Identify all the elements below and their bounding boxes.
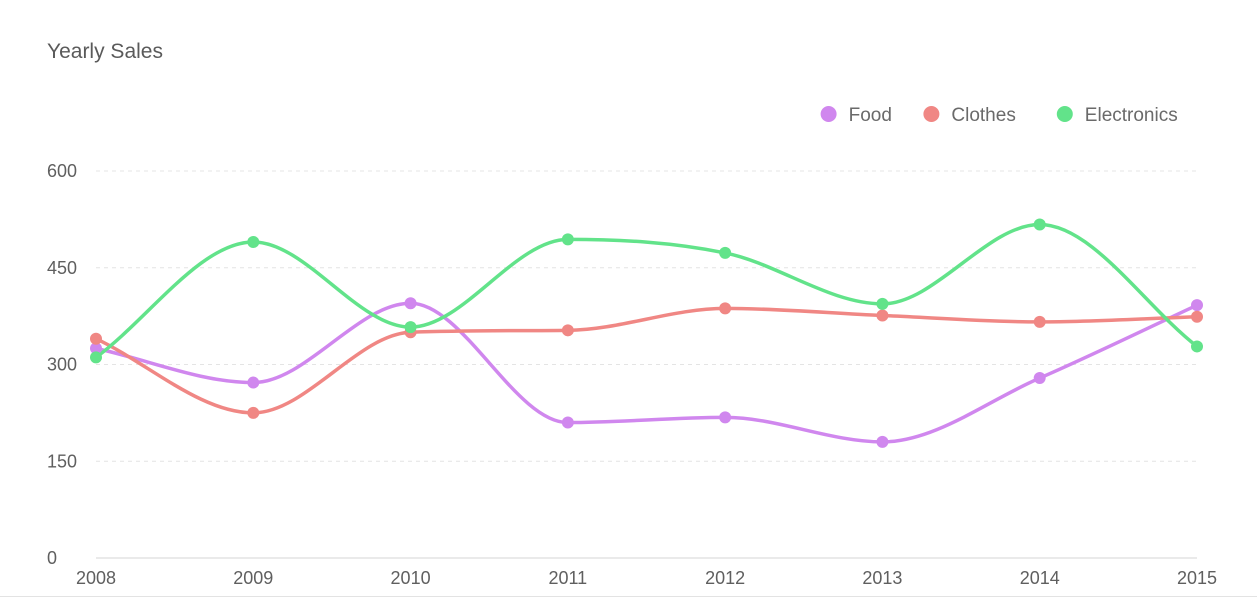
data-point-food[interactable]	[247, 376, 260, 389]
data-point-clothes[interactable]	[1191, 310, 1203, 323]
data-point-food[interactable]	[90, 342, 102, 355]
legend-item-food[interactable]: Food	[820, 105, 892, 126]
series-line-food	[94, 301, 1199, 444]
legend-label: Electronics	[1085, 105, 1178, 126]
data-point-food[interactable]	[404, 297, 417, 310]
data-point-food[interactable]	[1191, 299, 1203, 312]
legend-label: Food	[849, 105, 892, 126]
data-points	[90, 218, 1203, 448]
x-tick-label: 2012	[705, 568, 745, 588]
legend-item-electronics[interactable]: Electronics	[1056, 105, 1178, 126]
series-line-clothes	[94, 306, 1199, 415]
bottom-divider	[0, 596, 1257, 597]
data-point-clothes[interactable]	[247, 406, 260, 419]
x-tick-label: 2011	[548, 568, 587, 588]
y-tick-label: 300	[47, 355, 77, 375]
grid-lines	[96, 170, 1197, 462]
y-tick-label: 450	[47, 258, 77, 278]
x-tick-label: 2013	[862, 568, 902, 588]
data-point-clothes[interactable]	[719, 302, 732, 315]
legend: Food Clothes Electronics	[820, 105, 1178, 126]
y-tick-label: 0	[47, 548, 57, 568]
data-point-food[interactable]	[719, 411, 732, 424]
x-tick-label: 2015	[1177, 568, 1217, 588]
data-point-electronics[interactable]	[1033, 218, 1046, 231]
series-line-electronics	[94, 222, 1199, 360]
data-point-clothes[interactable]	[1033, 315, 1046, 328]
x-tick-label: 2009	[233, 568, 273, 588]
x-tick-label: 2014	[1020, 568, 1060, 588]
data-point-food[interactable]	[876, 435, 889, 448]
data-point-electronics[interactable]	[561, 233, 574, 246]
series-lines	[94, 222, 1199, 444]
x-tick-label: 2010	[391, 568, 431, 588]
chart-title: Yearly Sales	[47, 40, 163, 63]
legend-item-clothes[interactable]: Clothes	[923, 105, 1016, 126]
data-point-electronics[interactable]	[1191, 340, 1203, 353]
legend-marker	[1056, 106, 1073, 122]
data-point-clothes[interactable]	[90, 332, 102, 345]
y-tick-label: 150	[47, 451, 77, 471]
data-point-electronics[interactable]	[876, 297, 889, 310]
legend-marker	[820, 106, 837, 122]
data-point-electronics[interactable]	[247, 235, 260, 248]
data-point-electronics[interactable]	[404, 321, 417, 334]
legend-label: Clothes	[951, 105, 1015, 126]
x-tick-label: 2008	[76, 568, 116, 588]
data-point-food[interactable]	[1033, 372, 1046, 385]
data-point-electronics[interactable]	[719, 246, 732, 259]
data-point-clothes[interactable]	[561, 324, 574, 337]
data-point-food[interactable]	[561, 416, 574, 429]
y-tick-label: 600	[47, 161, 77, 181]
legend-marker	[923, 106, 940, 122]
data-point-clothes[interactable]	[876, 309, 889, 322]
axes: 0 150 300 450 600 2008 2009 2010 2011 2012 2013 201…	[47, 161, 1217, 588]
data-point-electronics[interactable]	[90, 351, 102, 364]
